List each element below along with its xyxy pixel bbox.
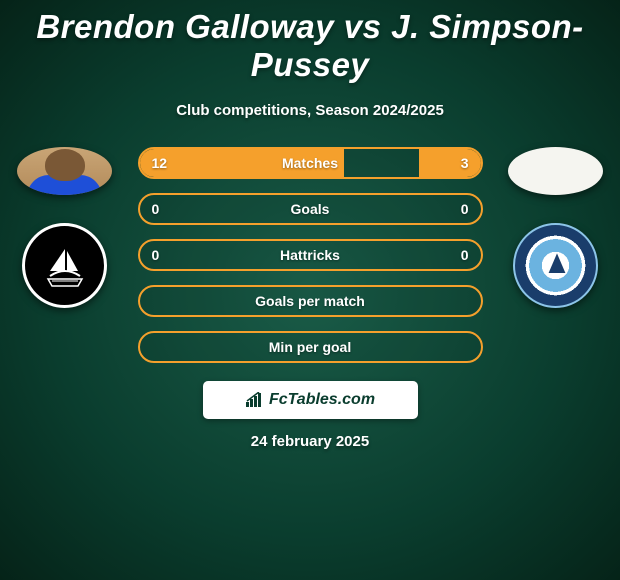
stat-value-right: 0	[461, 247, 469, 263]
stat-row: 12 Matches 3	[138, 147, 483, 179]
stat-value-right: 3	[461, 155, 469, 171]
player-left-avatar	[17, 147, 112, 195]
player-left-club-badge	[22, 223, 107, 308]
player-right-club-badge	[513, 223, 598, 308]
stat-value-left: 12	[152, 155, 168, 171]
player-right-avatar	[508, 147, 603, 195]
sailboat-icon	[40, 241, 90, 291]
stat-label: Goals per match	[255, 293, 365, 309]
stat-value-right: 0	[461, 201, 469, 217]
comparison-container: 12 Matches 3 0 Goals 0 0 Hattricks 0 Goals per ma…	[0, 147, 620, 363]
left-player-column	[10, 147, 120, 308]
stat-value-left: 0	[152, 201, 160, 217]
stat-row: Goals per match	[138, 285, 483, 317]
subtitle: Club competitions, Season 2024/2025	[0, 102, 620, 119]
watermark[interactable]: FcTables.com	[203, 381, 418, 419]
stat-fill-right	[419, 149, 480, 177]
page-title: Brendon Galloway vs J. Simpson-Pussey	[0, 0, 620, 84]
stat-value-left: 0	[152, 247, 160, 263]
stat-label: Matches	[282, 155, 338, 171]
stat-label: Hattricks	[280, 247, 340, 263]
stat-row: Min per goal	[138, 331, 483, 363]
watermark-text: FcTables.com	[269, 391, 375, 409]
stat-row: 0 Hattricks 0	[138, 239, 483, 271]
stat-label: Min per goal	[269, 339, 351, 355]
right-player-column	[501, 147, 611, 308]
stats-list: 12 Matches 3 0 Goals 0 0 Hattricks 0 Goals per ma…	[138, 147, 483, 363]
stat-label: Goals	[291, 201, 330, 217]
date-label: 24 february 2025	[0, 433, 620, 450]
stat-row: 0 Goals 0	[138, 193, 483, 225]
bar-chart-icon	[245, 392, 265, 408]
